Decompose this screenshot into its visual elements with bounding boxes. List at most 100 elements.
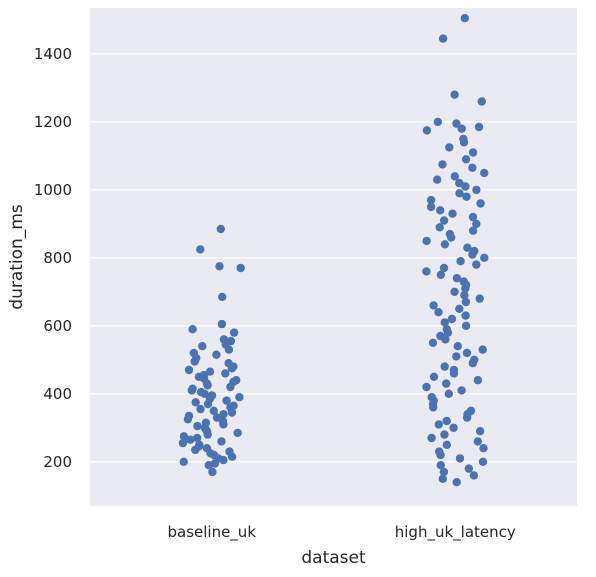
data-point bbox=[183, 415, 193, 424]
data-point bbox=[179, 457, 188, 466]
data-point bbox=[442, 416, 451, 426]
data-point bbox=[433, 117, 442, 127]
data-point bbox=[460, 14, 469, 23]
data-point bbox=[463, 243, 472, 252]
y-tick-label: 200 bbox=[43, 453, 72, 471]
data-point bbox=[191, 398, 200, 407]
data-point bbox=[188, 325, 197, 334]
data-point bbox=[190, 357, 199, 366]
y-tick-label: 1000 bbox=[34, 181, 72, 199]
data-point bbox=[478, 457, 488, 466]
data-point bbox=[445, 143, 454, 152]
data-point bbox=[187, 386, 196, 395]
data-point bbox=[218, 292, 227, 302]
data-point bbox=[426, 195, 436, 205]
data-point bbox=[219, 420, 228, 429]
data-point bbox=[455, 304, 464, 313]
data-point bbox=[457, 386, 466, 395]
data-point bbox=[452, 352, 461, 361]
data-point bbox=[193, 421, 202, 431]
y-axis-label: duration_ms bbox=[7, 204, 27, 310]
data-point bbox=[472, 219, 481, 229]
data-point bbox=[448, 209, 457, 218]
data-point bbox=[453, 342, 462, 351]
data-point bbox=[439, 467, 449, 477]
data-point bbox=[203, 399, 213, 409]
data-point bbox=[435, 223, 444, 232]
data-point bbox=[209, 406, 218, 415]
data-point bbox=[440, 318, 449, 327]
data-point bbox=[429, 403, 438, 412]
data-point bbox=[477, 97, 486, 106]
x-tick-label: high_uk_latency bbox=[395, 523, 516, 542]
data-points bbox=[178, 14, 489, 487]
data-point bbox=[436, 461, 445, 470]
data-point bbox=[193, 433, 202, 443]
data-point bbox=[427, 433, 436, 443]
data-point bbox=[422, 126, 432, 135]
data-point bbox=[219, 455, 228, 465]
data-point bbox=[216, 224, 225, 234]
data-point bbox=[221, 369, 230, 378]
data-point bbox=[178, 438, 188, 448]
data-point bbox=[468, 212, 478, 222]
data-point bbox=[436, 206, 445, 215]
data-point bbox=[450, 287, 459, 296]
data-point bbox=[460, 291, 469, 300]
data-point bbox=[462, 413, 472, 422]
y-tick-label: 1200 bbox=[34, 113, 72, 131]
data-point bbox=[433, 175, 442, 184]
data-point bbox=[217, 437, 226, 446]
data-point bbox=[474, 122, 484, 132]
data-point bbox=[438, 474, 447, 483]
data-point bbox=[452, 119, 461, 128]
data-point bbox=[236, 263, 245, 273]
data-point bbox=[473, 437, 482, 446]
data-point bbox=[455, 454, 465, 463]
data-point bbox=[468, 163, 477, 172]
data-point bbox=[461, 321, 471, 330]
data-point bbox=[462, 192, 471, 201]
data-point bbox=[227, 408, 237, 417]
data-point bbox=[439, 263, 449, 273]
plot-area bbox=[90, 8, 577, 506]
data-point bbox=[452, 274, 462, 283]
data-point bbox=[468, 226, 478, 235]
data-point bbox=[184, 365, 194, 375]
data-point bbox=[208, 467, 217, 477]
data-point bbox=[462, 348, 472, 358]
data-point bbox=[186, 435, 195, 444]
data-point bbox=[422, 236, 431, 246]
data-point bbox=[426, 202, 436, 212]
data-point bbox=[422, 382, 431, 392]
data-point bbox=[422, 267, 431, 276]
data-point bbox=[468, 148, 478, 157]
data-point bbox=[219, 410, 228, 419]
data-point bbox=[475, 427, 485, 436]
data-point bbox=[461, 284, 470, 293]
data-point bbox=[227, 452, 237, 461]
data-point bbox=[198, 342, 207, 351]
data-point bbox=[447, 233, 456, 242]
data-point bbox=[480, 168, 489, 178]
data-point bbox=[222, 396, 231, 405]
data-point bbox=[438, 34, 448, 43]
data-point bbox=[480, 253, 489, 262]
data-point bbox=[203, 430, 212, 439]
data-point bbox=[440, 240, 450, 249]
data-point bbox=[455, 178, 464, 188]
data-point bbox=[227, 364, 237, 373]
y-tick-label: 400 bbox=[43, 385, 72, 403]
data-point bbox=[440, 362, 449, 371]
y-tick-label: 600 bbox=[43, 317, 72, 335]
data-point bbox=[459, 138, 469, 147]
data-point bbox=[443, 328, 453, 337]
data-point bbox=[449, 423, 458, 432]
data-point bbox=[191, 445, 200, 455]
x-tick-labels: baseline_uk high_uk_latency bbox=[167, 523, 515, 542]
data-point bbox=[452, 478, 461, 487]
data-point bbox=[200, 389, 209, 398]
data-point bbox=[464, 464, 473, 473]
data-point bbox=[226, 382, 235, 392]
